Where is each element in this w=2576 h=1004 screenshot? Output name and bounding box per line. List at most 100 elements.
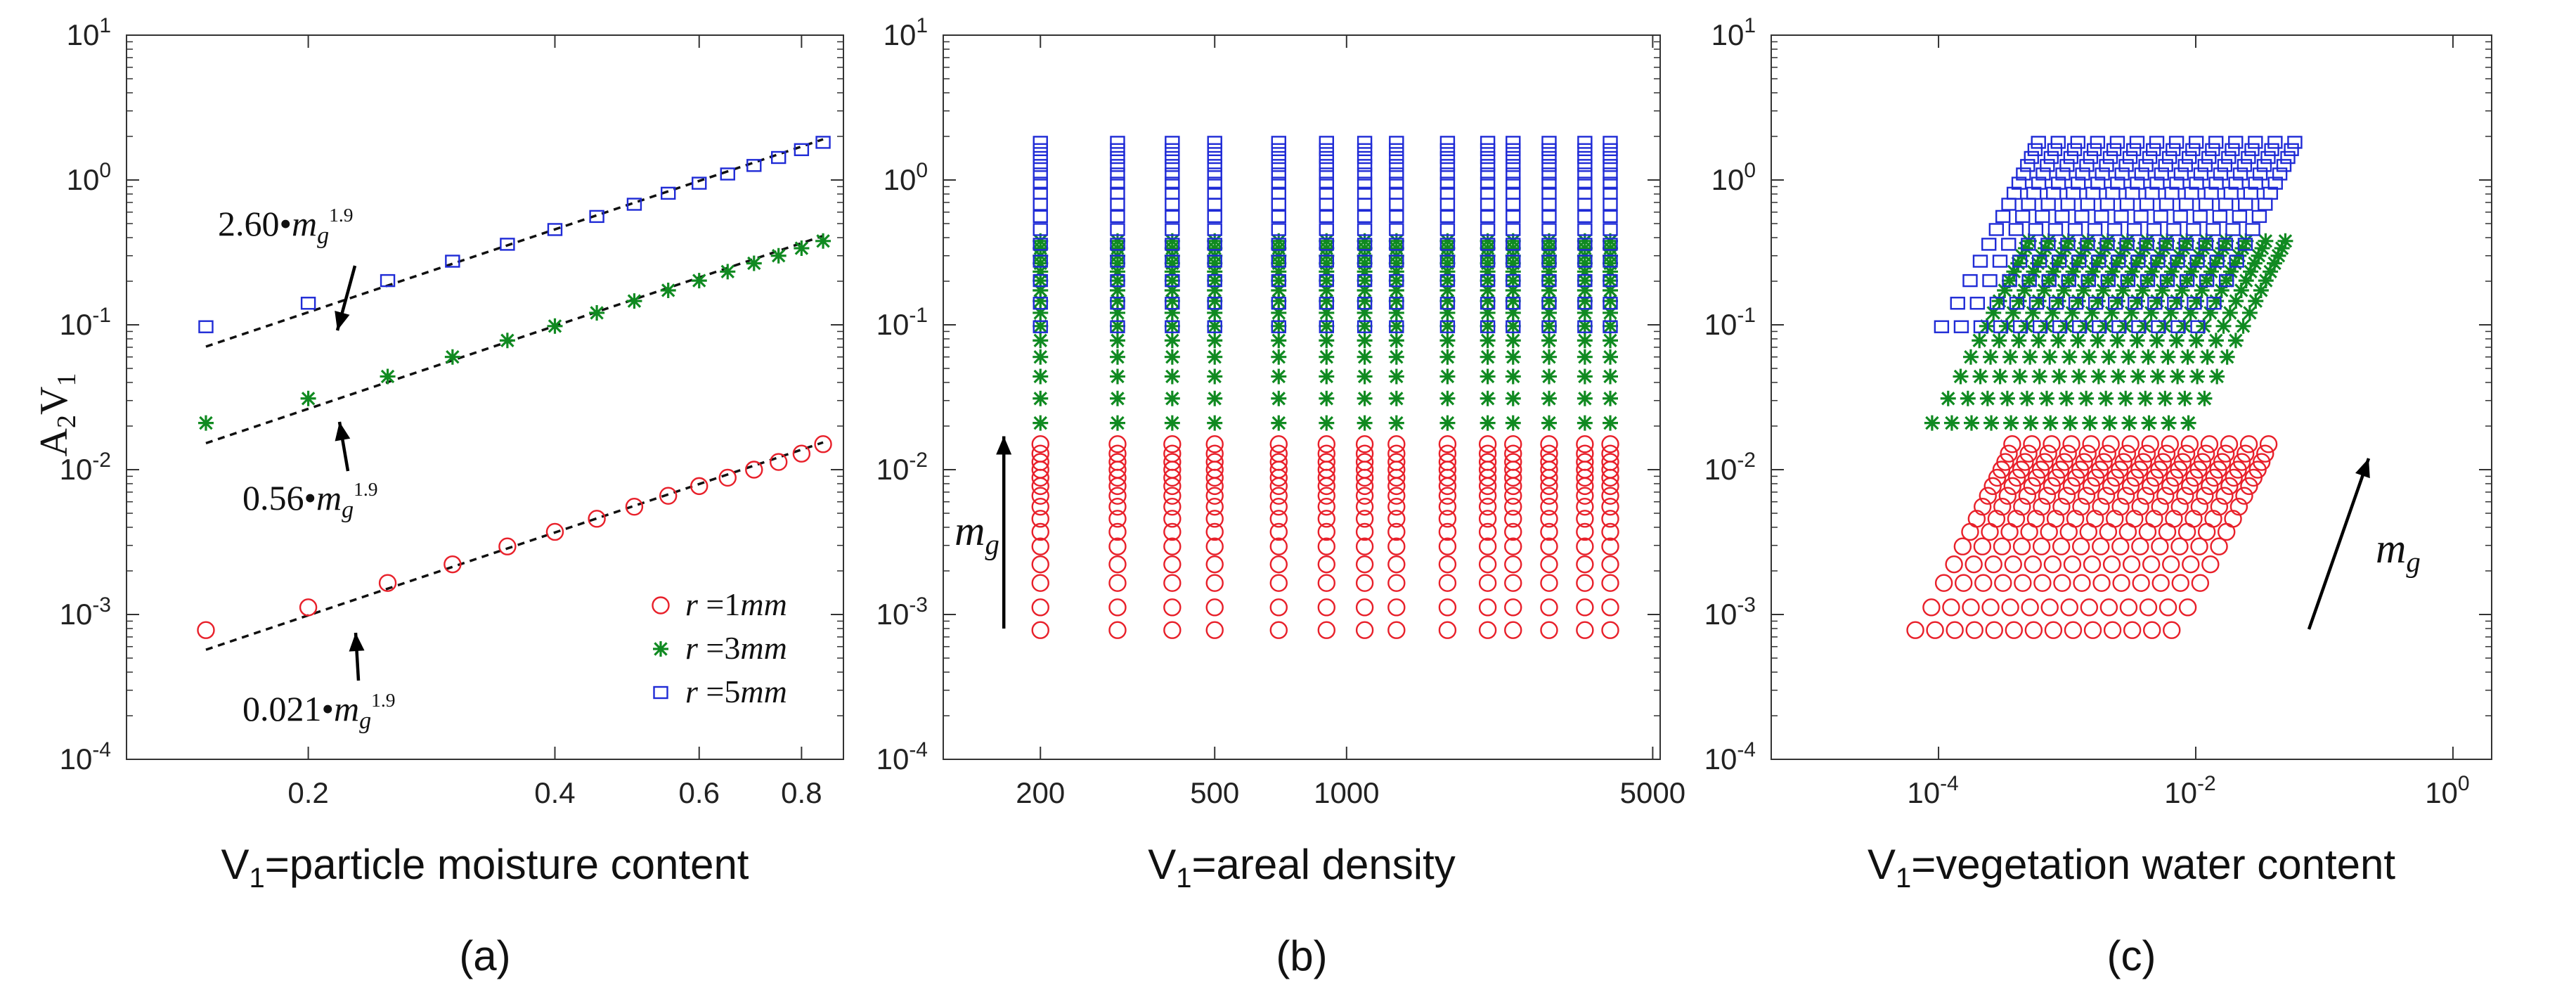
- data-point-circle: [1576, 435, 1594, 453]
- data-point-square: [2218, 198, 2234, 211]
- data-point-square: [2190, 320, 2206, 333]
- data-point-circle: [1163, 598, 1182, 617]
- data-point-asterisk: [2179, 273, 2195, 289]
- data-point-asterisk: [2064, 304, 2080, 321]
- data-point-square: [2046, 186, 2062, 200]
- data-point-circle: [2102, 555, 2121, 574]
- data-point-asterisk: [1541, 333, 1557, 349]
- data-point-circle: [1317, 444, 1336, 463]
- data-point-square: [2050, 176, 2066, 190]
- data-point-square: [626, 198, 642, 211]
- fit-label-5mm-m: m: [292, 204, 317, 243]
- data-point-square: [1207, 143, 1222, 157]
- data-point-circle: [1163, 537, 1182, 555]
- data-point-square: [1541, 143, 1557, 157]
- data-point-asterisk: [2090, 368, 2106, 385]
- data-point-circle: [1576, 598, 1594, 617]
- data-point-asterisk: [1109, 264, 1125, 280]
- data-point-square: [2170, 255, 2185, 268]
- data-point-square: [1603, 143, 1618, 157]
- data-point-square: [2276, 159, 2292, 172]
- data-point-asterisk: [2254, 240, 2270, 257]
- y-tick-label: 101: [884, 14, 928, 51]
- data-point-asterisk: [1033, 233, 1049, 249]
- data-point-square: [1603, 223, 1618, 236]
- data-point-square: [2140, 273, 2156, 288]
- data-point-square: [1271, 273, 1286, 288]
- data-point-square: [2110, 176, 2125, 190]
- data-point-asterisk: [1109, 273, 1125, 289]
- data-point-square: [2040, 198, 2056, 211]
- data-point-asterisk: [1986, 304, 2002, 321]
- x-tick-label: 0.4: [534, 776, 575, 809]
- data-point-circle: [2023, 435, 2041, 453]
- data-point-square: [1506, 320, 1521, 333]
- data-point-square: [1480, 255, 1496, 268]
- data-point-circle: [1540, 487, 1558, 505]
- data-point-square: [2212, 210, 2227, 224]
- data-point-asterisk: [2159, 273, 2175, 289]
- legend-label-unit: mm: [740, 630, 787, 666]
- data-point-asterisk: [2037, 240, 2053, 257]
- data-point-asterisk: [1033, 273, 1049, 289]
- data-point-square: [1603, 273, 1618, 288]
- data-point-asterisk: [1480, 318, 1496, 334]
- data-point-asterisk: [1997, 282, 2013, 298]
- data-point-asterisk: [2194, 282, 2210, 298]
- data-point-asterisk: [2109, 255, 2125, 271]
- data-point-asterisk: [1480, 390, 1496, 406]
- data-point-circle: [1163, 621, 1182, 639]
- data-point-square: [1357, 255, 1373, 268]
- data-point-asterisk: [2120, 273, 2136, 289]
- data-point-asterisk: [1319, 333, 1335, 349]
- legend-label-num: 5: [724, 674, 740, 709]
- data-point-square: [2130, 255, 2146, 268]
- data-point-circle: [1269, 510, 1288, 528]
- y-tick-label: 101: [1711, 14, 1756, 51]
- data-point-square: [1577, 320, 1593, 333]
- x-axis-label-subscript: 1: [250, 863, 265, 894]
- data-point-asterisk: [1439, 415, 1456, 431]
- data-point-circle: [1540, 444, 1558, 463]
- data-point-circle: [1988, 468, 2007, 487]
- data-point-circle: [2092, 497, 2110, 516]
- data-point-asterisk: [2150, 368, 2166, 385]
- data-point-asterisk: [1603, 293, 1618, 309]
- data-point-asterisk: [1357, 293, 1373, 309]
- data-point-asterisk: [2189, 293, 2205, 309]
- data-point-circle: [1540, 621, 1558, 639]
- data-point-square: [1110, 223, 1125, 236]
- data-point-square: [2241, 150, 2256, 165]
- data-point-square: [1480, 186, 1496, 200]
- legend-label-eq: =: [706, 586, 724, 622]
- data-point-circle: [2055, 453, 2073, 471]
- data-point-square: [1577, 143, 1593, 157]
- data-point-asterisk: [2025, 304, 2041, 321]
- y-tick-label-exponent: -2: [92, 449, 111, 472]
- data-point-square: [1577, 223, 1593, 236]
- data-point-circle: [1540, 537, 1558, 555]
- data-point-asterisk: [1577, 282, 1593, 298]
- data-point-circle: [2220, 477, 2239, 496]
- data-point-circle: [2005, 621, 2024, 639]
- data-point-circle: [2176, 487, 2194, 505]
- data-point-asterisk: [1388, 233, 1404, 249]
- data-point-square: [2186, 223, 2201, 236]
- data-point-asterisk: [2180, 349, 2196, 365]
- data-point-square: [1603, 186, 1618, 200]
- data-point-asterisk: [1319, 293, 1335, 309]
- data-point-square: [2208, 176, 2224, 190]
- data-point-square: [1480, 223, 1496, 236]
- data-point-square: [1207, 273, 1222, 288]
- data-point-square: [1439, 136, 1456, 149]
- data-point-asterisk: [2080, 233, 2096, 249]
- data-point-square: [1541, 159, 1557, 172]
- data-point-circle: [1540, 522, 1558, 541]
- data-point-square: [1439, 210, 1456, 224]
- data-point-asterisk: [1271, 333, 1287, 349]
- data-point-square: [1480, 210, 1496, 224]
- data-point-square: [2071, 176, 2086, 190]
- data-point-circle: [1965, 555, 1983, 574]
- data-point-asterisk: [1271, 390, 1287, 406]
